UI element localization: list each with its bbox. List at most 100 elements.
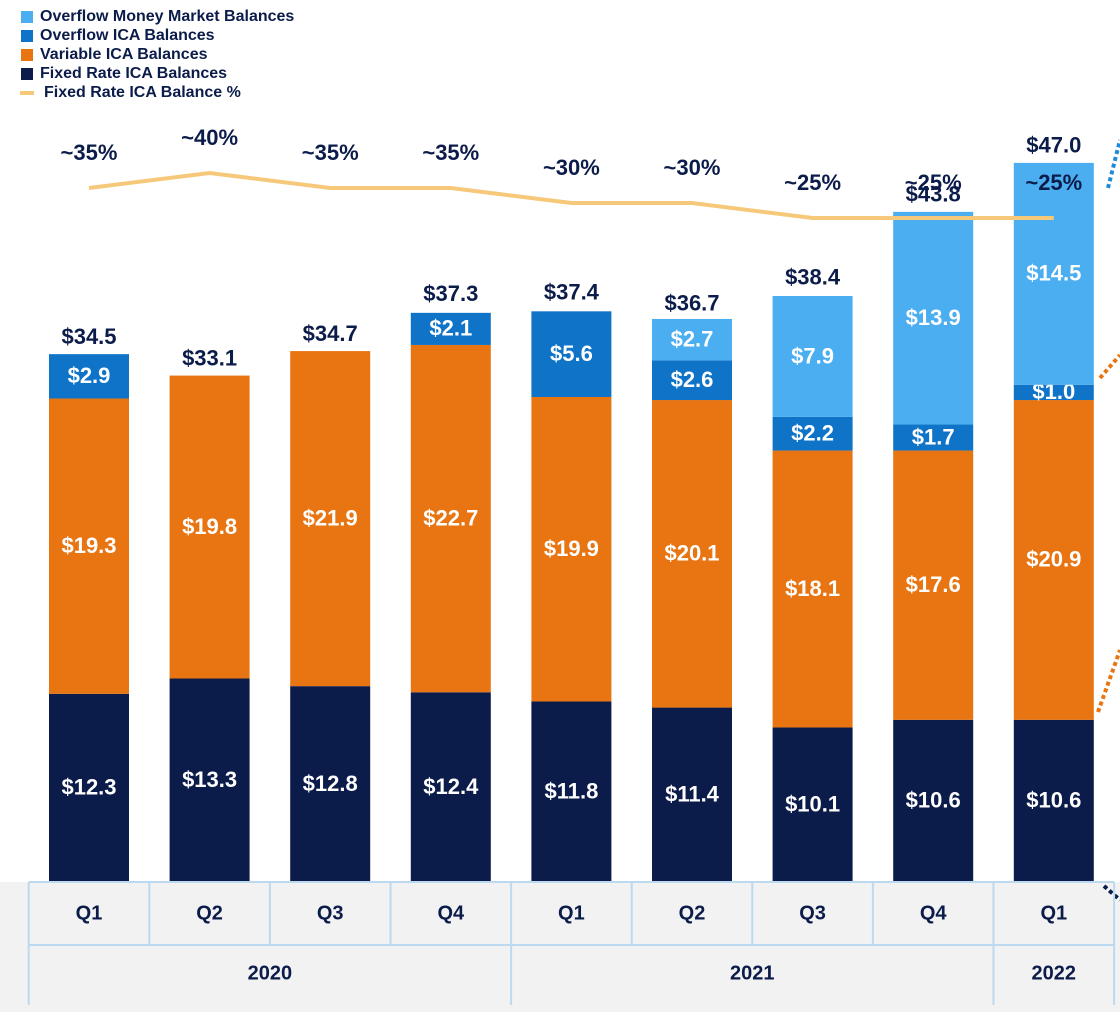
line-label: ~35% — [422, 140, 479, 165]
bar-segment — [290, 351, 371, 687]
total-label: $36.7 — [664, 290, 719, 315]
data-label: $10.1 — [785, 792, 840, 817]
dotted-connector — [1102, 884, 1120, 902]
legend-swatch — [21, 49, 33, 61]
x-tick-label: Q1 — [558, 902, 585, 924]
total-label: $33.1 — [182, 345, 237, 370]
group-label: 2022 — [1032, 962, 1077, 984]
bar-segment — [290, 686, 371, 882]
legend-swatch — [20, 91, 34, 95]
axis-background — [0, 882, 1120, 1012]
total-label: $34.7 — [303, 321, 358, 346]
dotted-connector — [1096, 649, 1120, 713]
bar-segment — [169, 678, 250, 882]
decoration — [1096, 139, 1120, 902]
data-label: $10.6 — [906, 788, 961, 813]
group-label: 2021 — [730, 962, 775, 984]
data-label: $19.3 — [61, 533, 116, 558]
data-label: $12.3 — [61, 775, 116, 800]
legend-swatch — [21, 11, 33, 23]
bar-segment — [652, 318, 732, 361]
bar-segment — [772, 296, 853, 417]
data-label: $13.9 — [906, 305, 961, 330]
total-label: $43.8 — [906, 182, 961, 207]
data-label: $2.7 — [671, 326, 714, 351]
line-label: ~35% — [61, 140, 118, 165]
total-label: $38.4 — [785, 264, 841, 289]
data-label: $12.4 — [423, 774, 479, 799]
total-label: $37.3 — [423, 281, 478, 306]
total-label: $47.0 — [1026, 133, 1081, 158]
data-label: $11.8 — [544, 779, 598, 804]
legend: Overflow Money Market Balances Overflow I… — [20, 8, 294, 101]
bar-segment — [1013, 384, 1094, 401]
bar-segment — [652, 360, 732, 401]
data-label: $11.4 — [665, 782, 720, 807]
line-label: ~35% — [302, 140, 359, 165]
bar-segment — [169, 375, 250, 679]
x-tick-label: Q1 — [1040, 902, 1067, 924]
bar-segment — [772, 450, 853, 728]
bar-segment — [49, 354, 129, 399]
legend-label: Fixed Rate ICA Balance % — [44, 84, 241, 101]
line-label: ~30% — [664, 155, 721, 180]
group-label: 2020 — [248, 962, 293, 984]
legend-swatch — [21, 68, 33, 80]
data-label: $5.6 — [550, 341, 593, 366]
bar-segment — [1013, 400, 1094, 720]
dotted-connector — [1098, 353, 1120, 380]
bar-segment — [893, 211, 974, 425]
bar-segment — [1013, 162, 1094, 385]
total-label: $37.4 — [544, 280, 600, 305]
bar-segment — [410, 692, 491, 882]
bar-segment — [49, 693, 129, 882]
data-label: $19.9 — [544, 536, 599, 561]
data-label: $14.5 — [1026, 261, 1081, 286]
data-label: $2.1 — [429, 316, 472, 341]
x-tick-label: Q3 — [799, 902, 826, 924]
bar-segment — [410, 312, 491, 345]
bar-segment — [531, 311, 612, 397]
bar-segment — [772, 416, 853, 451]
legend-label: Fixed Rate ICA Balances — [40, 65, 227, 82]
x-tick-label: Q2 — [679, 902, 706, 924]
line-label: ~25% — [1025, 170, 1082, 195]
x-tick-label: Q1 — [76, 902, 103, 924]
data-label: $21.9 — [303, 505, 358, 530]
data-label: $12.8 — [303, 771, 358, 796]
data-label: $18.1 — [785, 576, 840, 601]
bar-segment — [1013, 719, 1094, 882]
bar-segment — [652, 400, 732, 708]
total-label: $34.5 — [61, 324, 116, 349]
data-label: $19.8 — [182, 514, 237, 539]
data-label: $2.9 — [68, 363, 111, 388]
legend-label: Variable ICA Balances — [40, 46, 208, 63]
line-label: ~25% — [905, 170, 962, 195]
dotted-connector — [1106, 139, 1120, 189]
data-label: $22.7 — [423, 505, 478, 530]
line-series — [88, 170, 1054, 220]
data-label: $1.7 — [912, 424, 955, 449]
line-label: ~25% — [784, 170, 841, 195]
bar-segment — [893, 719, 974, 882]
category-axis: Q1 Q2 Q3 Q4 Q1 Q2 Q3 Q4 Q1 2020 2021 2022 — [27, 881, 1116, 1005]
bar-segment — [531, 396, 612, 702]
line-label: ~30% — [543, 155, 600, 180]
line-label: ~40% — [181, 125, 238, 150]
bar-segment — [652, 707, 732, 882]
bar-segment — [893, 450, 974, 720]
data-label: $2.2 — [791, 421, 834, 446]
x-tick-label: Q2 — [196, 902, 223, 924]
bar-segment — [49, 398, 129, 694]
data-label: $10.6 — [1026, 788, 1081, 813]
bar-segment — [531, 701, 612, 882]
bar-segment — [410, 344, 491, 693]
x-tick-label: Q4 — [437, 902, 465, 924]
x-tick-label: Q3 — [317, 902, 344, 924]
legend-label: Overflow ICA Balances — [40, 27, 215, 44]
legend-label: Overflow Money Market Balances — [40, 8, 294, 25]
data-label: $7.9 — [791, 343, 834, 368]
data-label: $2.6 — [671, 367, 714, 392]
